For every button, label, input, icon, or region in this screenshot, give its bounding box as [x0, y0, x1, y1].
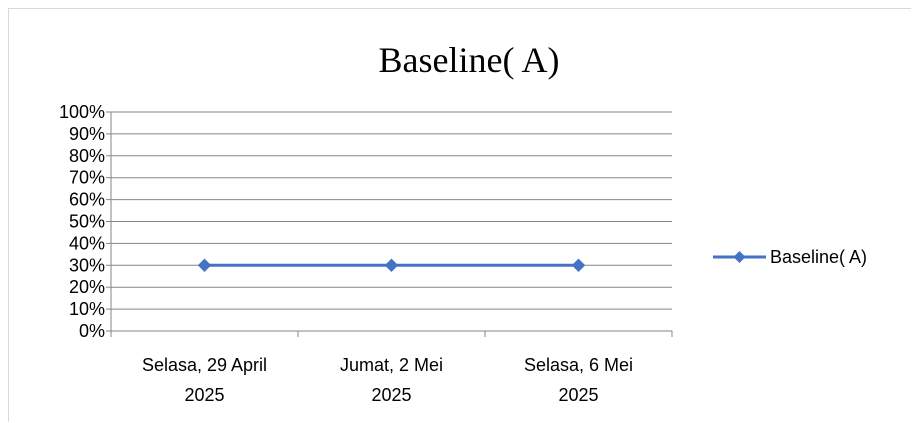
- legend-label: Baseline( A): [770, 247, 867, 267]
- data-point: [197, 258, 212, 273]
- x-tick-label-line: Selasa, 29 April: [142, 355, 267, 375]
- series-layer: [197, 258, 586, 273]
- axis-layer: 0%10%20%30%40%50%60%70%80%90%100% Selasa,…: [59, 102, 673, 405]
- y-tick-label: 20%: [69, 277, 105, 297]
- y-tick-label: 10%: [69, 299, 105, 319]
- y-tick-label: 50%: [69, 212, 105, 232]
- y-tick-label: 80%: [69, 146, 105, 166]
- legend-swatch-marker: [733, 251, 746, 263]
- x-tick-label-line: Jumat, 2 Mei: [340, 355, 443, 375]
- y-tick-label: 30%: [69, 255, 105, 275]
- x-tick-label: Selasa, 6 Mei 2025: [524, 355, 633, 405]
- x-tick-label: Selasa, 29 April 2025: [142, 355, 267, 405]
- x-tick-label-line: 2025: [184, 385, 224, 405]
- chart-title: Baseline( A): [379, 40, 560, 80]
- x-tick-label: Jumat, 2 Mei 2025: [340, 355, 443, 405]
- x-tick-label-line: Selasa, 6 Mei: [524, 355, 633, 375]
- y-tick-label: 100%: [59, 102, 105, 122]
- chart-frame: [8, 8, 911, 422]
- x-tick-label-line: 2025: [558, 385, 598, 405]
- y-tick-label: 60%: [69, 190, 105, 210]
- x-tick-label-line: 2025: [371, 385, 411, 405]
- legend: Baseline( A): [713, 247, 867, 267]
- data-point: [571, 258, 586, 273]
- y-tick-label: 90%: [69, 124, 105, 144]
- y-tick-label: 70%: [69, 168, 105, 188]
- y-tick-label: 40%: [69, 233, 105, 253]
- data-point: [384, 258, 399, 273]
- y-tick-label: 0%: [79, 321, 105, 341]
- grid-layer: [111, 111, 672, 310]
